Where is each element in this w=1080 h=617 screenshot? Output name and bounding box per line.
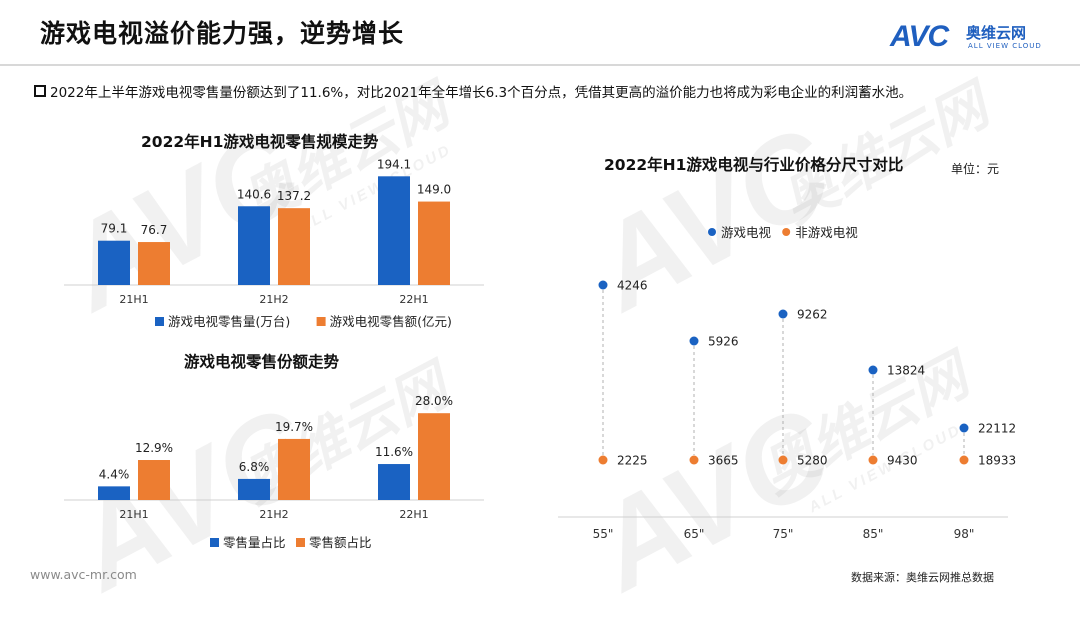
summary-bullet: 2022年上半年游戏电视零售量份额达到了11.6%，对比2021年全年增长6.3…	[34, 81, 912, 101]
chart3-label-nongame-2: 5280	[797, 454, 828, 468]
chart2-legend-label: 零售量占比	[223, 535, 286, 550]
chart1-bar-label: 76.7	[141, 223, 168, 237]
chart1-bar-游戏电视零售量(万台)-21H1	[98, 240, 130, 285]
chart1-x-tick: 21H1	[119, 293, 148, 306]
chart2-bar-零售量占比-21H1	[98, 486, 130, 500]
chart3-point-game-1	[689, 336, 699, 346]
chart2-legend-swatch-0	[210, 538, 219, 547]
chart3-point-nongame-3	[868, 455, 878, 465]
chart3-label-game-0: 4246	[617, 279, 648, 293]
chart1-legend-swatch-1	[316, 317, 326, 326]
logo-avc-text: AVC	[890, 20, 949, 53]
chart3-label-game-4: 22112	[978, 422, 1016, 436]
chart1-bar-label: 194.1	[377, 157, 411, 171]
chart3-legend-label: 游戏电视	[721, 225, 772, 240]
chart2-legend-label: 零售额占比	[309, 535, 372, 550]
chart3-label-nongame-0: 2225	[617, 454, 648, 468]
chart2-title: 游戏电视零售份额走势	[184, 353, 340, 371]
chart3-point-nongame-4	[959, 455, 969, 465]
chart3-x-tick: 75"	[773, 527, 794, 541]
avc-logo: AVC 奥维云网 ALL VIEW CLOUD	[888, 20, 1058, 58]
header-divider	[0, 64, 1080, 66]
chart2-bar-零售量占比-22H1	[378, 464, 410, 500]
chart3-label-nongame-4: 18933	[978, 454, 1016, 468]
chart3-label-game-2: 9262	[797, 308, 828, 322]
chart1-bar-游戏电视零售量(万台)-21H2	[238, 206, 270, 285]
chart3-legend-label: 非游戏电视	[795, 225, 858, 240]
chart3-x-tick: 55"	[593, 527, 614, 541]
chart3-point-nongame-1	[689, 455, 699, 465]
chart1-bar-label: 149.0	[417, 183, 451, 197]
chart3-x-tick: 85"	[863, 527, 884, 541]
chart3-label-game-1: 5926	[708, 335, 739, 349]
page-title: 游戏电视溢价能力强，逆势增长	[40, 19, 405, 48]
chart2-x-tick: 22H1	[399, 508, 428, 521]
chart3-point-nongame-2	[778, 455, 788, 465]
chart2-bar-label: 4.4%	[99, 467, 130, 481]
chart1-legend-swatch-0	[155, 317, 164, 326]
chart1-bar-label: 79.1	[101, 222, 128, 236]
chart2-bar-零售额占比-21H1	[138, 460, 170, 500]
chart3-label-nongame-3: 9430	[887, 454, 918, 468]
chart3-point-game-2	[778, 309, 788, 319]
chart1-x-tick: 22H1	[399, 293, 428, 306]
chart3-unit: 单位：元	[951, 162, 1000, 176]
chart1-bar-游戏电视零售量(万台)-22H1	[378, 176, 410, 285]
chart2-x-tick: 21H1	[119, 508, 148, 521]
chart1-x-tick: 21H2	[259, 293, 288, 306]
chart2-bar-label: 19.7%	[275, 420, 313, 434]
chart3-label-nongame-1: 3665	[708, 454, 739, 468]
chart3-x-tick: 98"	[954, 527, 975, 541]
data-source: 数据来源：奥维云网推总数据	[851, 571, 994, 584]
chart3-point-nongame-0	[598, 455, 608, 465]
chart3-legend-marker-0	[708, 228, 716, 236]
website-url: www.avc-mr.com	[30, 567, 137, 582]
logo-cn-text: 奥维云网	[966, 24, 1027, 42]
chart2-bar-零售量占比-21H2	[238, 478, 270, 500]
chart1-title: 2022年H1游戏电视零售规模走势	[141, 133, 379, 151]
chart3-point-game-0	[598, 280, 608, 290]
chart2-bar-label: 11.6%	[375, 445, 413, 459]
chart2-bar-label: 28.0%	[415, 394, 453, 408]
chart2-bar-零售额占比-21H2	[278, 438, 310, 500]
chart1-legend-label: 游戏电视零售额(亿元)	[330, 314, 452, 329]
chart2-legend-swatch-1	[296, 538, 305, 547]
chart3-x-tick: 65"	[684, 527, 705, 541]
chart2-bar-label: 12.9%	[135, 441, 173, 455]
chart3-point-game-4	[959, 423, 969, 433]
chart1-bar-label: 140.6	[237, 187, 271, 201]
chart2-bar-零售额占比-22H1	[418, 413, 450, 500]
chart1-bar-游戏电视零售额(亿元)-22H1	[418, 201, 450, 285]
summary-text: 2022年上半年游戏电视零售量份额达到了11.6%，对比2021年全年增长6.3…	[50, 85, 913, 101]
logo-en-text: ALL VIEW CLOUD	[968, 42, 1042, 50]
chart3-title: 2022年H1游戏电视与行业价格分尺寸对比	[604, 156, 904, 174]
chart3-point-game-3	[868, 365, 878, 375]
chart2-x-tick: 21H2	[259, 508, 288, 521]
bullet-square-icon	[34, 85, 46, 97]
chart1-bar-label: 137.2	[277, 189, 311, 203]
chart1-legend-label: 游戏电视零售量(万台)	[168, 314, 290, 329]
chart1-bar-游戏电视零售额(亿元)-21H1	[138, 242, 170, 285]
chart1-bar-游戏电视零售额(亿元)-21H2	[278, 208, 310, 285]
chart2-bar-label: 6.8%	[239, 460, 270, 474]
chart3-legend-marker-1	[782, 228, 791, 236]
chart3-label-game-3: 13824	[887, 364, 925, 378]
